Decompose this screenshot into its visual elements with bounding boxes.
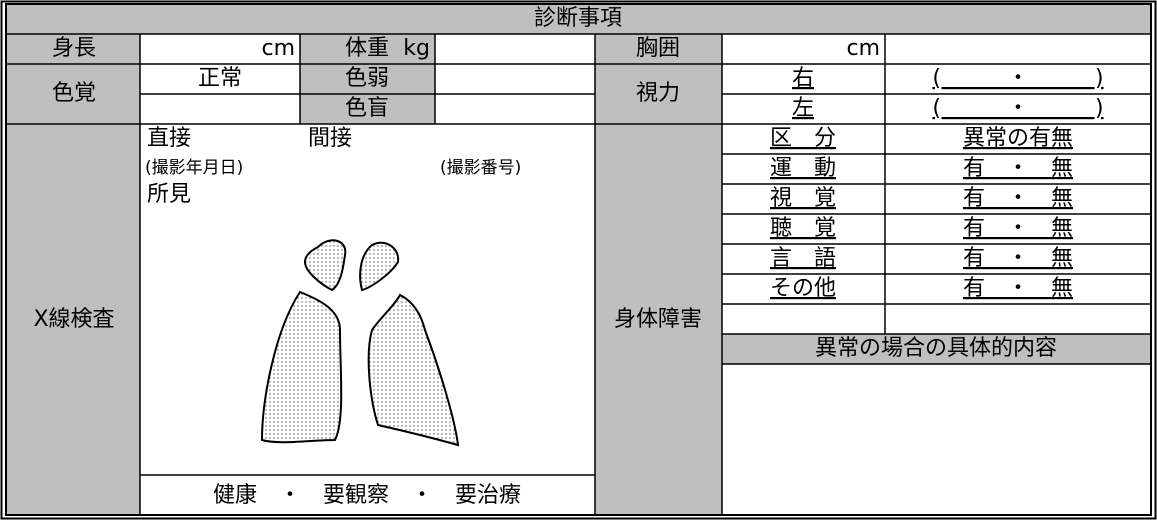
disability-label: 身体障害: [614, 307, 702, 332]
category-cell: 運 動: [770, 156, 836, 181]
acuity-label: 視力: [636, 81, 680, 106]
acuity-right: 右: [792, 66, 814, 91]
lung-diagram: [260, 239, 460, 447]
color-normal: 正常: [198, 66, 242, 91]
acuity-left: 左: [792, 96, 814, 121]
presence-cell: 有 ・ 無: [963, 216, 1073, 241]
weight-unit: kg: [403, 36, 430, 61]
xray-date: (撮影年月日): [145, 158, 243, 178]
presence-cell: 有 ・ 無: [963, 156, 1073, 181]
presence-cell: 有 ・ 無: [963, 246, 1073, 271]
xray-findings: 所見: [147, 182, 191, 207]
details-label: 異常の場合の具体的内容: [815, 336, 1057, 361]
chest-label: 胸囲: [636, 36, 680, 61]
color-blind: 色盲: [345, 96, 389, 121]
xray-label: X線検査: [33, 307, 114, 332]
column-header: 区 分: [770, 126, 836, 151]
column-header: 異常の有無: [963, 126, 1073, 151]
height-unit: cm: [261, 36, 295, 61]
acuity-left-value: ( ・ ): [932, 96, 1103, 121]
inner-border: [5, 3, 1152, 516]
color-weak: 色弱: [345, 66, 389, 91]
presence-cell: 有 ・ 無: [963, 276, 1073, 301]
category-cell: その他: [770, 276, 836, 301]
chest-unit: cm: [846, 36, 880, 61]
gray-cells: [6, 4, 1151, 515]
category-cell: 聴 覚: [770, 216, 836, 241]
weight-label: 体重: [345, 36, 389, 61]
height-label: 身長: [52, 36, 96, 61]
category-cell: 視 覚: [770, 186, 836, 211]
xray-indirect: 間接: [308, 126, 352, 151]
form-title: 診断事項: [534, 6, 622, 31]
grid-lines: [6, 33, 1151, 515]
xray-results: 健康 ・ 要観察 ・ 要治療: [213, 483, 521, 508]
color-vision-label: 色覚: [52, 81, 96, 106]
category-cell: 言 語: [770, 246, 836, 271]
xray-direct: 直接: [147, 126, 191, 151]
acuity-right-value: ( ・ ): [932, 66, 1103, 91]
presence-cell: 有 ・ 無: [963, 186, 1073, 211]
xray-number: (撮影番号): [440, 158, 521, 178]
